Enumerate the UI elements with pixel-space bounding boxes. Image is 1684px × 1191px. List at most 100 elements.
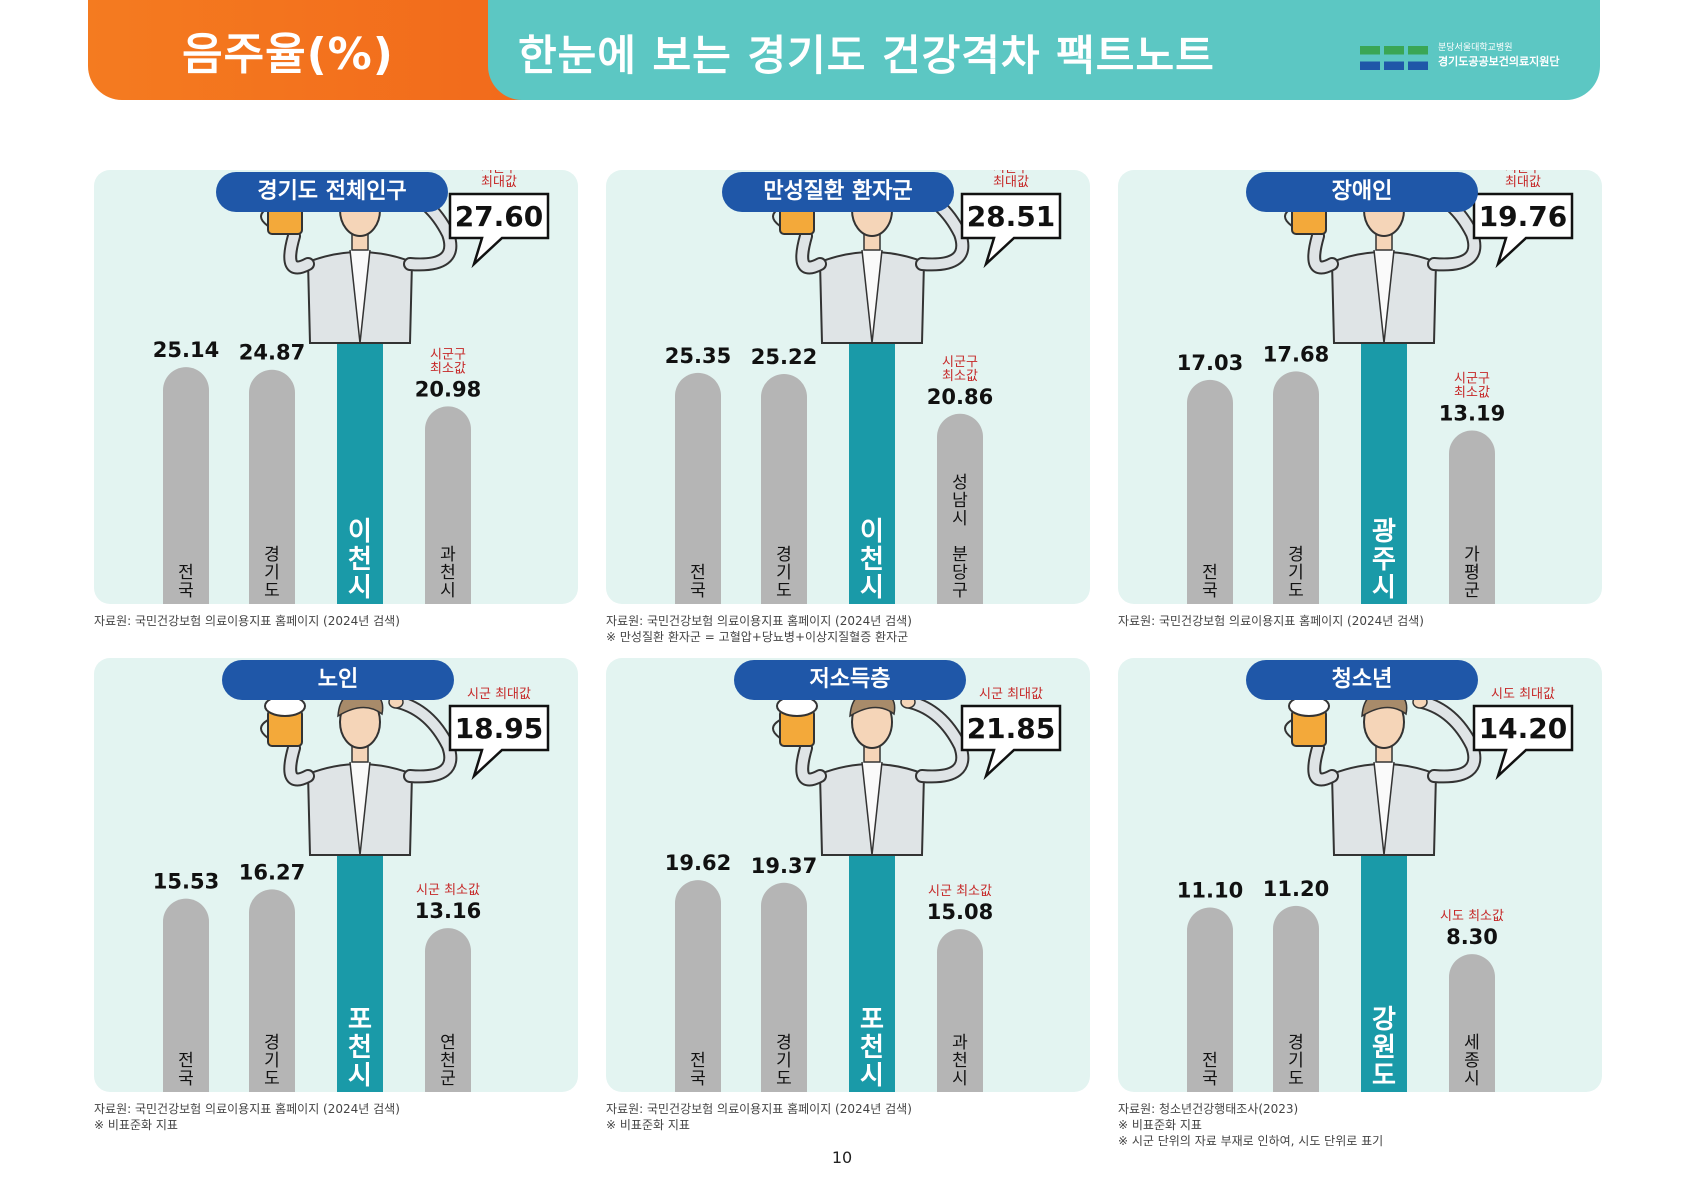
value-label: 20.98: [415, 377, 481, 401]
value-label: 11.20: [1263, 877, 1329, 901]
max-annotation: 시도 최대값: [1491, 687, 1555, 702]
logo-line-2: 경기도공공보건의료지원단: [1438, 55, 1560, 68]
min-annotation: 시군 최소값: [928, 884, 992, 899]
source-note: ※ 비표준화 지표: [1118, 1118, 1202, 1132]
min-annotation: 시도 최소값: [1440, 909, 1504, 924]
source-line: 자료원: 청소년건강행태조사(2023): [1118, 1102, 1299, 1116]
panel-source: 자료원: 국민건강보험 의료이용지표 홈페이지 (2024년 검색): [1118, 613, 1608, 629]
panel-title: 저소득층: [734, 660, 966, 700]
bar-highlight: [1361, 856, 1407, 1092]
source-note: ※ 비표준화 지표: [606, 1118, 690, 1132]
max-callout: 21.85 시군 최대값: [960, 687, 1062, 781]
source-line: 자료원: 국민건강보험 의료이용지표 홈페이지 (2024년 검색): [1118, 614, 1424, 628]
page-subtitle: 한눈에 보는 경기도 건강격차 팩트노트: [518, 31, 1215, 80]
source-line: 자료원: 국민건강보험 의료이용지표 홈페이지 (2024년 검색): [606, 614, 912, 628]
header-orange-band: [88, 0, 528, 100]
bar-highlight: [1361, 344, 1407, 604]
logo-mark-icon: [1360, 46, 1430, 70]
max-callout: 19.76 시군구최대값: [1472, 170, 1574, 269]
panel-source: 자료원: 청소년건강행태조사(2023) ※ 비표준화 지표 ※ 시군 단위의 …: [1118, 1101, 1608, 1149]
bar: [163, 898, 209, 1092]
bar: [1273, 371, 1319, 604]
bar: [761, 374, 807, 604]
chart-panel-youth: 전 국 11.10 경 기 도 11.20 강 원 도 14.20 시도 최대값 세 종 시 8.30 시도 최…: [1118, 658, 1602, 1092]
panel-title: 경기도 전체인구: [216, 172, 448, 212]
panel-title: 노인: [222, 660, 454, 700]
max-annotation: 시군구최대값: [1505, 170, 1541, 190]
chart-panel-low-income: 전 국 19.62 경 기 도 19.37 포 천 시 21.85 시군 최대값 과 천 시 15.08 시군 …: [606, 658, 1090, 1092]
panel-source: 자료원: 국민건강보험 의료이용지표 홈페이지 (2024년 검색) ※ 비표준…: [94, 1101, 584, 1133]
bar: [761, 882, 807, 1092]
source-line: 자료원: 국민건강보험 의료이용지표 홈페이지 (2024년 검색): [606, 1102, 912, 1116]
value-label: 13.16: [415, 899, 481, 923]
bar-highlight: [337, 856, 383, 1092]
bar-highlight: [849, 344, 895, 604]
person-with-beer-icon: [1284, 690, 1482, 856]
bar: [937, 929, 983, 1092]
panel-source: 자료원: 국민건강보험 의료이용지표 홈페이지 (2024년 검색) ※ 만성질…: [606, 613, 1096, 645]
source-note: ※ 시군 단위의 자료 부재로 인하여, 시도 단위로 표기: [1118, 1134, 1384, 1148]
chart-svg: 전국 25.14 경기도 24.87 이천시 27.60 시군구최대값과천시 20.98시군구…: [153, 170, 550, 604]
max-value-label: 27.60: [455, 200, 544, 233]
min-annotation: 시군구 최소값: [430, 347, 466, 376]
panel-source: 자료원: 국민건강보험 의료이용지표 홈페이지 (2024년 검색) ※ 비표준…: [606, 1101, 1096, 1133]
max-value-label: 18.95: [455, 712, 544, 745]
value-label: 17.03: [1177, 351, 1243, 375]
chart-panel-total-population: 전국 25.14 경기도 24.87 이천시 27.60 시군구최대값과천시 20.98시군구…: [94, 170, 578, 604]
min-annotation: 시군구 최소값: [942, 355, 978, 384]
source-line: 자료원: 국민건강보험 의료이용지표 홈페이지 (2024년 검색): [94, 614, 400, 628]
bar: [249, 889, 295, 1092]
value-label: 25.14: [153, 338, 219, 362]
value-label: 16.27: [239, 860, 305, 884]
value-label: 8.30: [1446, 925, 1498, 949]
bar: [249, 369, 295, 604]
page-number: 10: [831, 1148, 853, 1167]
bar: [675, 880, 721, 1092]
bar: [1187, 379, 1233, 604]
value-label: 25.35: [665, 344, 731, 368]
value-label: 19.37: [751, 854, 817, 878]
bar: [1273, 905, 1319, 1092]
value-label: 13.19: [1439, 401, 1505, 425]
max-callout: 28.51 시군구최대값: [960, 170, 1062, 269]
max-annotation: 시군구최대값: [993, 170, 1029, 190]
value-label: 15.53: [153, 870, 219, 894]
person-with-beer-icon: [772, 690, 970, 856]
value-label: 20.86: [927, 385, 993, 409]
bar: [937, 413, 983, 604]
bar: [163, 367, 209, 604]
organization-logo: 분당서울대학교병원 경기도공공보건의료지원단: [1360, 42, 1570, 72]
bar: [1449, 430, 1495, 604]
value-label: 25.22: [751, 345, 817, 369]
value-label: 15.08: [927, 900, 993, 924]
source-note: ※ 만성질환 환자군 = 고혈압+당뇨병+이상지질혈증 환자군: [606, 630, 909, 644]
bar: [425, 928, 471, 1092]
chart-svg: 전국 25.35 경기도 25.22 이천시 28.51 시군구최대값성남시 분당구 20.8…: [665, 170, 1062, 604]
max-value-label: 28.51: [967, 200, 1056, 233]
chart-panel-elderly: 전 국 15.53 경 기 도 16.27 포 천 시 18.95 시군 최대값 연 천 군 13.16 시군 …: [94, 658, 578, 1092]
bar: [675, 372, 721, 604]
chart-panel-disabled: 전국 17.03 경기도 17.68 광주시 19.76 시군구최대값가평군 13.19시군구…: [1118, 170, 1602, 604]
max-annotation: 시군 최대값: [467, 687, 531, 702]
max-value-label: 21.85: [967, 712, 1056, 745]
chart-panel-chronic-disease: 전국 25.35 경기도 25.22 이천시 28.51 시군구최대값성남시 분당구 20.8…: [606, 170, 1090, 604]
max-value-label: 19.76: [1479, 200, 1568, 233]
bar-highlight: [849, 856, 895, 1092]
